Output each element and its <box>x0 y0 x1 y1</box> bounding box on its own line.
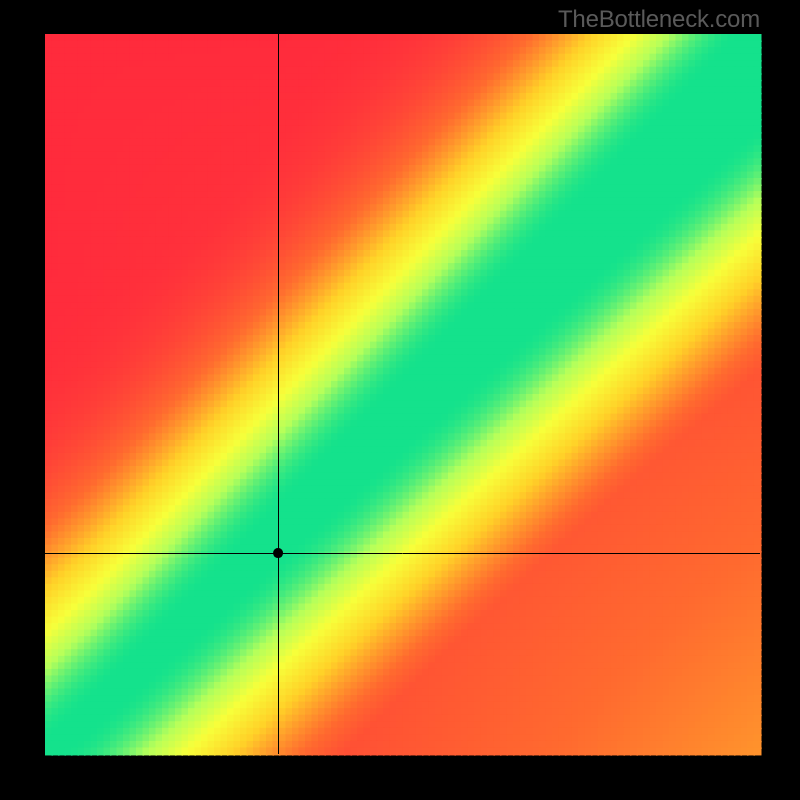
watermark-text: TheBottleneck.com <box>558 6 760 34</box>
bottleneck-heatmap <box>0 0 800 800</box>
